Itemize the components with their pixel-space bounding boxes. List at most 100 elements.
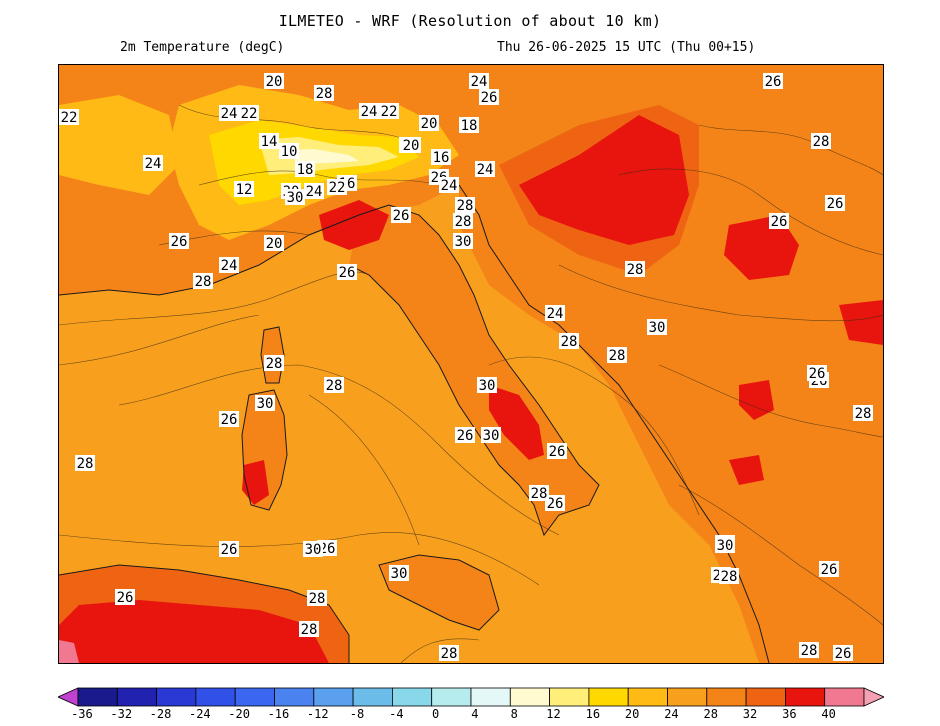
colorbar-swatch xyxy=(588,687,629,707)
contour-label-box xyxy=(219,257,239,273)
contour-label: 30 xyxy=(455,234,472,250)
colorbar-swatch xyxy=(706,687,747,707)
colorbar-swatch xyxy=(824,687,865,707)
colorbar-swatch xyxy=(785,687,826,707)
contour-label: 26 xyxy=(835,646,852,662)
contour-label: 30 xyxy=(391,566,408,582)
colorbar-bar xyxy=(58,687,884,707)
colorbar-tick-label: 8 xyxy=(510,707,518,721)
colorbar-swatch xyxy=(195,687,236,707)
contour-label: 22 xyxy=(329,180,346,196)
contour-label-box xyxy=(115,589,135,605)
colorbar-labels: -36 -32 -28 -24 -20 -16 -12 -8 -4 0 4 8 12 16 20 24 28 32… xyxy=(0,707,940,725)
contour-label: 18 xyxy=(297,162,314,178)
contour-label: 28 xyxy=(627,262,644,278)
contour-label-box xyxy=(401,137,421,153)
contour-label-box xyxy=(763,73,783,89)
contour-label-box xyxy=(255,395,275,411)
contour-label-box xyxy=(811,133,831,149)
map-canvas: 2028242622242224221820141020161816302412… xyxy=(59,65,883,663)
balkan-hot-2 xyxy=(729,455,764,485)
contour-label: 30 xyxy=(717,538,734,554)
contour-label-box xyxy=(299,621,319,637)
contour-label: 26 xyxy=(339,265,356,281)
colorbar-tick-label: 36 xyxy=(782,707,797,721)
contour-label: 28 xyxy=(77,456,94,472)
colorbar-tick-label: -8 xyxy=(349,707,365,721)
colorbar-tick-label: 12 xyxy=(546,707,561,721)
contour-label: 28 xyxy=(721,569,738,585)
contour-label-box xyxy=(479,89,499,105)
colorbar-tick-label: 24 xyxy=(664,707,679,721)
contour-label: 26 xyxy=(547,496,564,512)
contour-label-box xyxy=(853,405,873,421)
contour-label-box xyxy=(219,105,239,121)
contour-label-box xyxy=(234,181,254,197)
hungary-core xyxy=(519,115,689,245)
contour-label-box xyxy=(547,443,567,459)
contour-label-box xyxy=(239,105,259,121)
contour-label-box xyxy=(481,427,501,443)
colorbar-tick-label: 4 xyxy=(471,707,479,721)
colorbar-tick-label: -4 xyxy=(389,707,404,721)
colorbar-tick-label: 40 xyxy=(821,707,836,721)
colorbar-swatch xyxy=(509,687,550,707)
contour-label: 26 xyxy=(457,428,474,444)
colorbar-tick-label: 16 xyxy=(585,707,601,721)
contour-label: 26 xyxy=(481,90,498,106)
contour-label-box xyxy=(469,73,489,89)
contour-label-box xyxy=(59,109,79,125)
valid-time-label: Thu 26-06-2025 15 UTC (Thu 00+15) xyxy=(497,40,756,55)
contour-label: 26 xyxy=(809,366,826,382)
contour-label: 24 xyxy=(221,106,238,122)
contour-label-box xyxy=(304,183,324,199)
colorbar xyxy=(58,686,884,708)
contour-label: 26 xyxy=(765,74,782,90)
contour-label: 28 xyxy=(441,646,458,662)
contour-label: 16 xyxy=(433,150,450,166)
alps-summits xyxy=(284,149,359,164)
contour-label: 24 xyxy=(361,104,378,120)
contour-label: 20 xyxy=(266,236,283,252)
colorbar-swatch xyxy=(391,687,433,707)
colorbar-swatch xyxy=(77,687,118,707)
contour-label: 14 xyxy=(261,134,278,150)
contour-label: 28 xyxy=(801,643,818,659)
contour-label: 20 xyxy=(403,138,420,154)
contour-label: 28 xyxy=(316,86,333,102)
romania-hot xyxy=(724,215,799,280)
colorbar-tick-label: -16 xyxy=(267,707,290,721)
contour-label: 28 xyxy=(326,378,343,394)
contour-label-box xyxy=(455,197,475,213)
contour-label-box xyxy=(264,235,284,251)
contour-label-box xyxy=(307,590,327,606)
colorbar-swatch xyxy=(667,687,708,707)
contour-label-box xyxy=(769,213,789,229)
contour-label: 24 xyxy=(441,178,458,194)
contour-label: 30 xyxy=(649,320,666,336)
contour-label: 26 xyxy=(171,234,188,250)
colorbar-under-arrow xyxy=(58,687,79,707)
contour-label: 22 xyxy=(61,110,78,126)
colorbar-swatch xyxy=(470,687,511,707)
contour-label: 26 xyxy=(771,214,788,230)
contour-label: 30 xyxy=(257,396,274,412)
contour-label: 26 xyxy=(549,444,566,460)
contour-label: 18 xyxy=(461,118,478,134)
colorbar-swatch xyxy=(431,687,472,707)
contour-label: 20 xyxy=(421,116,438,132)
contour-label: 30 xyxy=(287,190,304,206)
colorbar-tick-label: -36 xyxy=(71,707,93,721)
contour-label-box xyxy=(285,189,305,205)
contour-label: 24 xyxy=(471,74,488,90)
colorbar-over-arrow xyxy=(863,687,884,707)
colorbar-swatch xyxy=(352,687,393,707)
contour-label-box xyxy=(453,213,473,229)
contour-label-box xyxy=(337,264,357,280)
colorbar-swatch xyxy=(156,687,197,707)
contour-label: 28 xyxy=(309,591,326,607)
contour-label-box xyxy=(379,103,399,119)
contour-label-box xyxy=(475,161,495,177)
contour-label: 12 xyxy=(236,182,253,198)
colorbar-swatch xyxy=(313,687,354,707)
